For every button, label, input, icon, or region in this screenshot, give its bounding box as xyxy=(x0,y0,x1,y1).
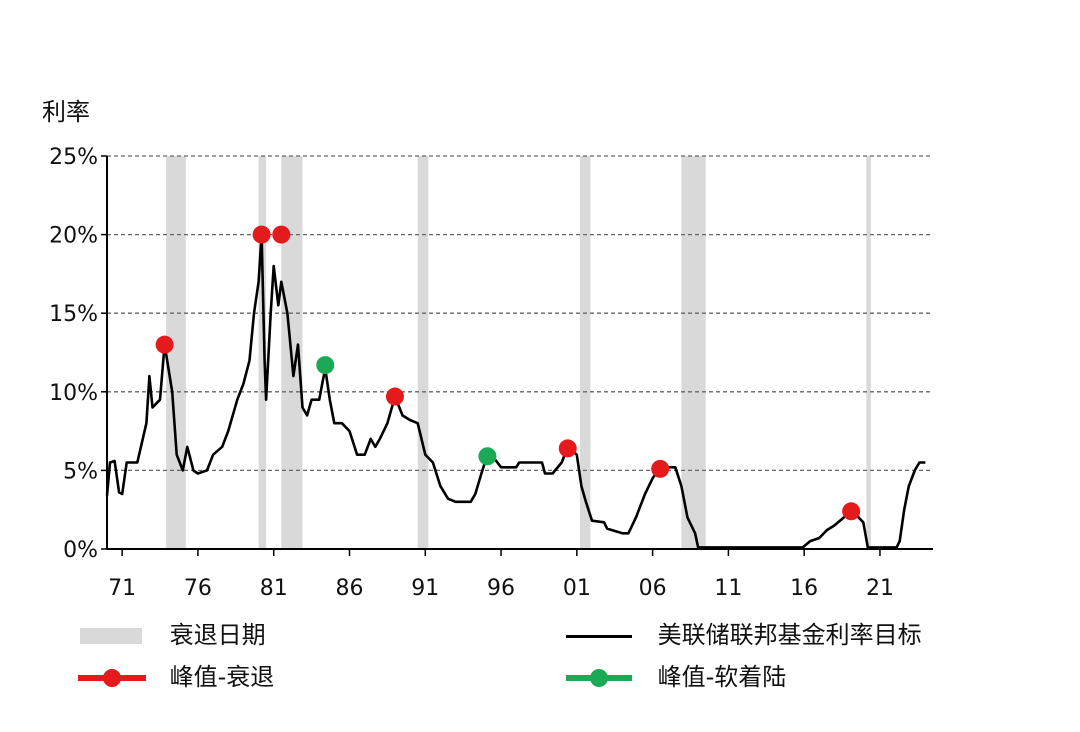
y-tick-label: 20% xyxy=(49,224,98,249)
legend-peak-soft-landing-swatch xyxy=(566,669,632,687)
x-tick-label: 16 xyxy=(790,576,818,601)
legend-peak-recession: 峰值-衰退 xyxy=(78,662,274,692)
y-tick-label: 10% xyxy=(49,381,98,406)
recession-band xyxy=(166,156,186,549)
recession-band xyxy=(866,156,871,549)
x-tick-label: 06 xyxy=(639,576,667,601)
x-tick-label: 01 xyxy=(563,576,591,601)
peak-recession-point xyxy=(272,225,291,244)
recession-band xyxy=(417,156,429,549)
peak-soft-landing-point xyxy=(478,447,497,466)
x-tick-label: 21 xyxy=(866,576,894,601)
peak-recession-point xyxy=(385,387,404,406)
legend-recession-label: 衰退日期 xyxy=(169,621,266,649)
recession-bands xyxy=(166,156,871,549)
peak-recession-point xyxy=(252,225,271,244)
legend-peak-soft-landing: 峰值-软着陆 xyxy=(566,662,786,692)
legend-peak-soft-landing-label: 峰值-软着陆 xyxy=(657,663,787,691)
grid-lines xyxy=(107,155,933,472)
peak-recession-point xyxy=(842,502,861,521)
y-tick-label: 5% xyxy=(63,459,98,484)
y-tick-label: 25% xyxy=(49,145,98,170)
legend-recession-swatch xyxy=(80,628,142,644)
series-line-fed-rate xyxy=(105,233,926,549)
y-tick-label: 0% xyxy=(63,538,98,563)
legend-peak-recession-swatch xyxy=(78,669,146,687)
legend-fed-rate: 美联储联邦基金利率目标 xyxy=(566,620,922,650)
y-axis-label: 利率 xyxy=(42,98,90,126)
recession-band xyxy=(681,156,706,549)
y-tick-label: 15% xyxy=(49,302,98,327)
x-tick-label: 86 xyxy=(335,576,363,601)
peak-recession-point xyxy=(558,439,577,458)
axes xyxy=(101,155,933,556)
x-tick-label: 71 xyxy=(108,576,136,601)
x-tick-label: 81 xyxy=(260,576,288,601)
legend-peak-recession-label: 峰值-衰退 xyxy=(169,663,275,691)
tick-labels: 0% 5% 10% 15% 20% 25% 71 76 81 86 91 96 01 06 11 16 21 xyxy=(49,145,894,601)
rate-line xyxy=(105,233,926,549)
peak-recession-point xyxy=(651,459,670,478)
peak-recession-point xyxy=(155,335,174,354)
recession-band xyxy=(258,156,267,549)
x-tick-label: 96 xyxy=(487,576,515,601)
x-tick-label: 91 xyxy=(411,576,439,601)
legend-recession: 衰退日期 xyxy=(80,620,266,650)
x-tick-label: 76 xyxy=(184,576,212,601)
peak-soft-landing-point xyxy=(316,356,335,375)
recession-band xyxy=(579,156,591,549)
peak-markers xyxy=(155,225,861,521)
x-tick-label: 11 xyxy=(714,576,742,601)
legend-fed-rate-swatch xyxy=(566,634,632,638)
legend-fed-rate-label: 美联储联邦基金利率目标 xyxy=(657,621,922,649)
